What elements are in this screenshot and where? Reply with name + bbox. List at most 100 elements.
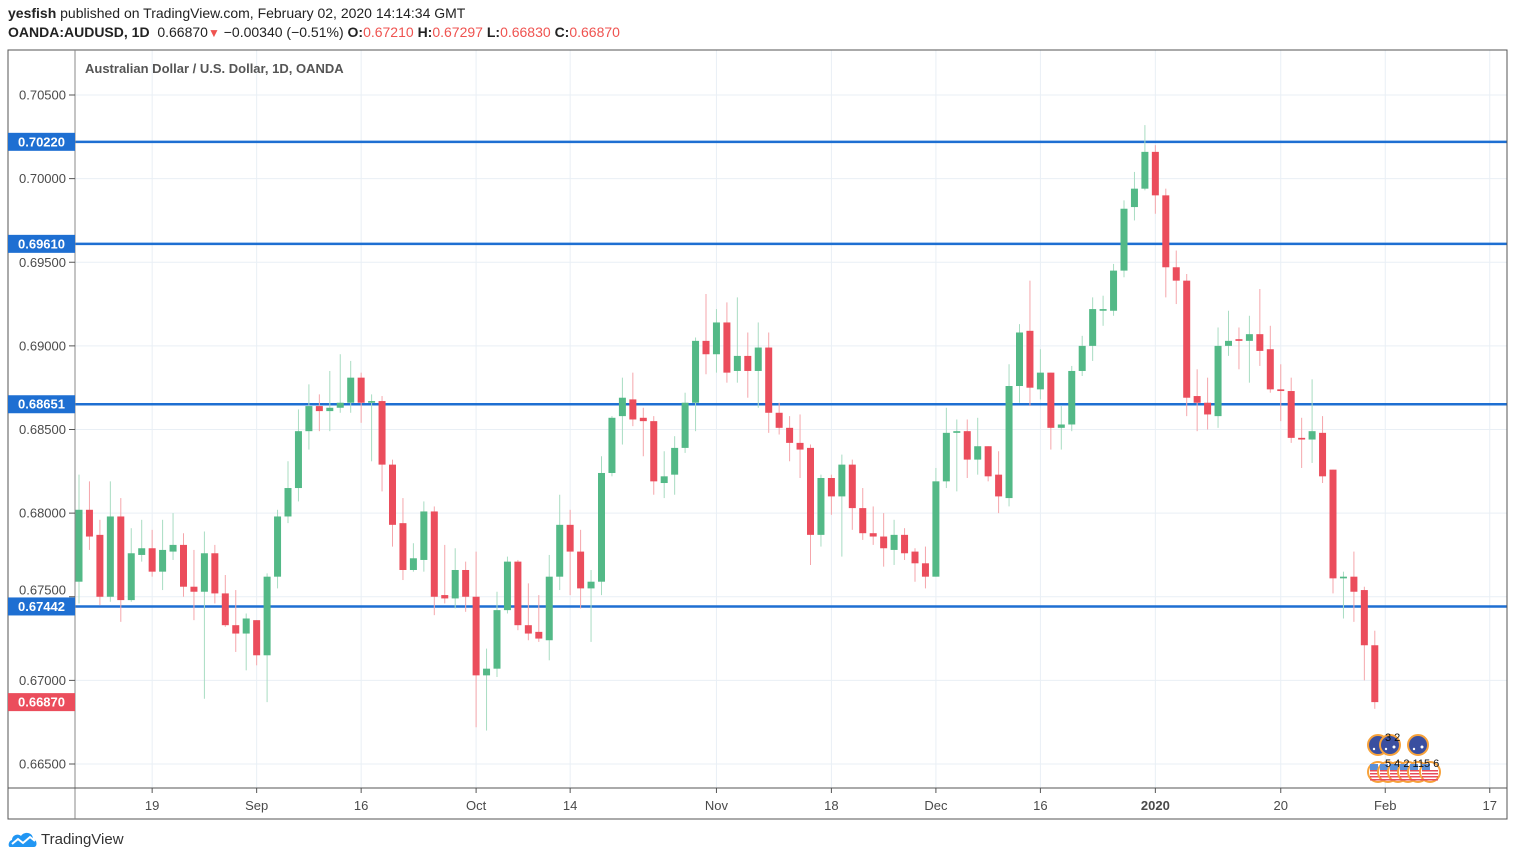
bearish-candle[interactable]: [827, 474, 835, 515]
bearish-candle[interactable]: [1172, 250, 1180, 305]
bullish-candle[interactable]: [838, 454, 846, 557]
bullish-candle[interactable]: [242, 613, 250, 671]
bullish-candle[interactable]: [1308, 379, 1316, 463]
bearish-candle[interactable]: [441, 544, 449, 604]
bearish-candle[interactable]: [462, 561, 470, 612]
bearish-candle[interactable]: [880, 513, 888, 567]
bullish-candle[interactable]: [1120, 200, 1128, 278]
bullish-candle[interactable]: [200, 531, 208, 699]
bearish-candle[interactable]: [253, 620, 261, 666]
bearish-candle[interactable]: [859, 488, 867, 540]
bullish-candle[interactable]: [420, 501, 428, 572]
bullish-candle[interactable]: [598, 456, 605, 596]
bullish-candle[interactable]: [692, 337, 700, 432]
bullish-candle[interactable]: [274, 509, 282, 589]
bullish-candle[interactable]: [754, 322, 762, 408]
bullish-candle[interactable]: [284, 461, 292, 524]
bearish-candle[interactable]: [148, 529, 156, 577]
us-flag-icon[interactable]: [1419, 761, 1441, 783]
bearish-candle[interactable]: [1026, 280, 1034, 407]
bearish-candle[interactable]: [472, 551, 480, 728]
bearish-candle[interactable]: [869, 506, 877, 545]
bearish-candle[interactable]: [807, 444, 814, 565]
bullish-candle[interactable]: [263, 573, 271, 703]
bullish-candle[interactable]: [545, 554, 553, 661]
bearish-candle[interactable]: [357, 372, 365, 423]
bearish-candle[interactable]: [1266, 325, 1274, 393]
bullish-candle[interactable]: [712, 309, 720, 373]
bearish-candle[interactable]: [315, 394, 323, 432]
bearish-candle[interactable]: [1256, 289, 1264, 366]
bearish-candle[interactable]: [1047, 372, 1055, 450]
tradingview-logo[interactable]: TradingView: [8, 830, 124, 848]
bearish-candle[interactable]: [96, 519, 104, 606]
bullish-candle[interactable]: [305, 384, 313, 450]
bullish-candle[interactable]: [1245, 315, 1253, 383]
bearish-candle[interactable]: [524, 583, 532, 641]
bearish-candle[interactable]: [1319, 416, 1327, 484]
bearish-candle[interactable]: [85, 481, 93, 550]
bullish-candle[interactable]: [169, 513, 177, 560]
bearish-candle[interactable]: [514, 559, 522, 631]
bearish-candle[interactable]: [117, 498, 125, 622]
bullish-candle[interactable]: [817, 474, 825, 547]
bearish-candle[interactable]: [1235, 327, 1243, 370]
bullish-candle[interactable]: [159, 519, 167, 591]
australia-flag-icon[interactable]: [1407, 734, 1429, 756]
bullish-candle[interactable]: [618, 377, 626, 445]
bullish-candle[interactable]: [1078, 335, 1086, 376]
bearish-candle[interactable]: [1162, 188, 1170, 298]
bearish-candle[interactable]: [1371, 630, 1379, 709]
bullish-candle[interactable]: [493, 591, 501, 678]
bullish-candle[interactable]: [1130, 171, 1138, 221]
bearish-candle[interactable]: [921, 546, 929, 589]
bullish-candle[interactable]: [733, 297, 741, 383]
bearish-candle[interactable]: [775, 402, 783, 435]
bearish-candle[interactable]: [190, 549, 198, 621]
bearish-candle[interactable]: [744, 332, 752, 398]
bullish-candle[interactable]: [671, 436, 679, 495]
bearish-candle[interactable]: [963, 419, 971, 479]
author-name[interactable]: yesfish: [8, 5, 57, 21]
bullish-candle[interactable]: [1214, 327, 1222, 428]
bullish-candle[interactable]: [608, 416, 616, 477]
bearish-candle[interactable]: [378, 396, 386, 492]
bearish-candle[interactable]: [1193, 369, 1201, 432]
bearish-candle[interactable]: [430, 506, 438, 616]
bullish-candle[interactable]: [587, 569, 595, 642]
bearish-candle[interactable]: [848, 459, 856, 530]
bullish-candle[interactable]: [974, 417, 982, 475]
bearish-candle[interactable]: [786, 416, 794, 462]
bearish-candle[interactable]: [221, 575, 229, 627]
bearish-candle[interactable]: [639, 407, 647, 457]
bullish-candle[interactable]: [138, 519, 146, 562]
bullish-candle[interactable]: [1005, 364, 1013, 507]
bullish-candle[interactable]: [1225, 310, 1232, 356]
bearish-candle[interactable]: [389, 459, 396, 547]
bearish-candle[interactable]: [765, 332, 773, 433]
australia-flag-icon[interactable]: [1379, 734, 1401, 756]
bearish-candle[interactable]: [180, 533, 187, 597]
bullish-candle[interactable]: [1036, 349, 1044, 400]
bearish-candle[interactable]: [1298, 417, 1306, 468]
bearish-candle[interactable]: [1360, 586, 1368, 681]
bearish-candle[interactable]: [232, 590, 240, 652]
bullish-candle[interactable]: [556, 494, 564, 591]
bearish-candle[interactable]: [995, 451, 1003, 514]
bullish-candle[interactable]: [890, 519, 898, 565]
bearish-candle[interactable]: [1277, 364, 1285, 422]
bullish-candle[interactable]: [127, 528, 135, 602]
bullish-candle[interactable]: [294, 409, 302, 502]
bearish-candle[interactable]: [650, 416, 658, 495]
bullish-candle[interactable]: [368, 394, 376, 462]
bearish-candle[interactable]: [1204, 377, 1212, 430]
bullish-candle[interactable]: [483, 648, 491, 731]
bullish-candle[interactable]: [336, 354, 344, 413]
bearish-candle[interactable]: [399, 498, 407, 581]
event-markers[interactable]: 3 2 5 4 2 115 6: [1367, 732, 1441, 783]
bullish-candle[interactable]: [503, 556, 511, 614]
bullish-candle[interactable]: [1089, 297, 1097, 361]
bullish-candle[interactable]: [660, 451, 668, 499]
bullish-candle[interactable]: [451, 548, 459, 609]
